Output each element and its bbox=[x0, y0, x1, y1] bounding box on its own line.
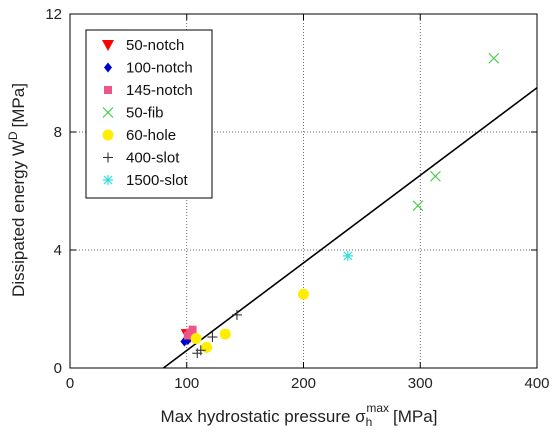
legend-item-50-notch: 50-notch bbox=[102, 37, 184, 54]
legend-marker-60-hole bbox=[102, 129, 114, 141]
legend-label: 50-notch bbox=[126, 37, 184, 54]
data-point-400-slot bbox=[192, 348, 203, 359]
y-axis-label-unit: [MPa] bbox=[9, 83, 28, 127]
legend-label: 60-hole bbox=[126, 127, 176, 144]
data-point-50-fib bbox=[412, 200, 424, 212]
x-axis-label-unit: [MPa] bbox=[393, 407, 437, 426]
data-point-60-hole bbox=[298, 288, 309, 300]
data-point-145-notch bbox=[183, 331, 192, 340]
legend-label: 145-notch bbox=[126, 82, 193, 99]
x-tick-label: 100 bbox=[174, 375, 199, 392]
y-axis-label-sup: D bbox=[6, 131, 20, 140]
legend-marker-1500-slot bbox=[103, 175, 113, 185]
y-tick-label: 12 bbox=[45, 6, 62, 23]
y-axis-label-main: Dissipated energy W bbox=[9, 140, 28, 297]
data-point-400-slot bbox=[207, 332, 218, 343]
legend-item-400-slot: 400-slot bbox=[103, 150, 180, 167]
y-axis-label: Dissipated energy WD [MPa] bbox=[6, 83, 28, 297]
x-axis-label-sub: h bbox=[366, 415, 373, 429]
legend-marker-400-slot bbox=[103, 152, 113, 163]
data-point-60-hole bbox=[201, 341, 213, 353]
data-point-60-hole bbox=[219, 328, 231, 340]
x-tick-label: 300 bbox=[408, 375, 433, 392]
legend-marker-145-notch bbox=[104, 86, 112, 94]
legend-label: 100-notch bbox=[126, 60, 193, 77]
x-tick-label: 200 bbox=[291, 375, 316, 392]
legend-marker-50-notch bbox=[102, 40, 114, 51]
data-point-145-notch bbox=[188, 325, 197, 334]
legend-label: 50-fib bbox=[126, 105, 164, 122]
x-axis-label-main: Max hydrostatic pressure σ bbox=[161, 407, 367, 426]
fit-line bbox=[162, 87, 538, 369]
data-point-1500-slot bbox=[342, 250, 353, 261]
legend-item-145-notch: 145-notch bbox=[104, 82, 193, 99]
axis-ticks: 0 100 200 300 400 0 4 8 12 bbox=[45, 6, 549, 392]
data-points bbox=[180, 52, 500, 359]
y-tick-label: 4 bbox=[54, 242, 62, 259]
data-point-50-fib bbox=[488, 52, 500, 64]
legend-item-50-fib: 50-fib bbox=[102, 105, 164, 122]
y-tick-label: 8 bbox=[54, 124, 62, 141]
x-axis-label: Max hydrostatic pressure σhmax [MPa] bbox=[161, 401, 438, 429]
legend-label: 1500-slot bbox=[126, 172, 189, 189]
legend-marker-50-fib bbox=[102, 107, 114, 118]
legend-item-100-notch: 100-notch bbox=[104, 60, 193, 77]
data-point-60-hole bbox=[190, 333, 202, 344]
x-tick-label: 0 bbox=[66, 375, 74, 392]
legend-item-60-hole: 60-hole bbox=[102, 127, 176, 144]
legend-marker-100-notch bbox=[104, 62, 112, 73]
x-tick-label: 400 bbox=[524, 375, 549, 392]
data-point-50-fib bbox=[430, 170, 441, 182]
legend-label: 400-slot bbox=[126, 150, 180, 167]
legend-item-1500-slot: 1500-slot bbox=[103, 172, 189, 189]
data-point-400-slot bbox=[231, 309, 242, 320]
y-tick-label: 0 bbox=[54, 360, 62, 377]
x-axis-label-sup: max bbox=[366, 401, 389, 415]
legend: 50-notch 100-notch 145-notch 50-fib 60-hole 4… bbox=[85, 29, 213, 199]
